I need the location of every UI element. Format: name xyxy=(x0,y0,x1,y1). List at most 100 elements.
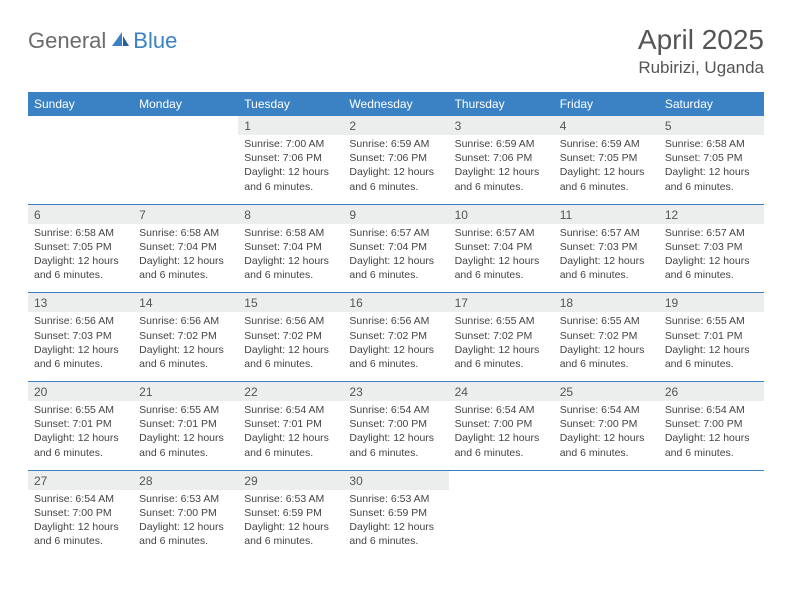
day-detail-cell: Sunrise: 6:54 AMSunset: 7:01 PMDaylight:… xyxy=(238,401,343,470)
daylight-line: Daylight: 12 hours and 6 minutes. xyxy=(455,343,548,371)
daylight-line: Daylight: 12 hours and 6 minutes. xyxy=(349,165,442,193)
day-number-cell: 24 xyxy=(449,382,554,402)
daylight-line: Daylight: 12 hours and 6 minutes. xyxy=(244,520,337,548)
day-number-cell: 26 xyxy=(659,382,764,402)
day-header: Friday xyxy=(554,92,659,116)
sunset-line: Sunset: 7:00 PM xyxy=(34,506,127,520)
day-header: Sunday xyxy=(28,92,133,116)
daylight-line: Daylight: 12 hours and 6 minutes. xyxy=(34,254,127,282)
sunrise-line: Sunrise: 6:56 AM xyxy=(349,314,442,328)
sunset-line: Sunset: 7:00 PM xyxy=(139,506,232,520)
daylight-line: Daylight: 12 hours and 6 minutes. xyxy=(244,343,337,371)
day-number-cell: 12 xyxy=(659,204,764,224)
detail-row: Sunrise: 6:58 AMSunset: 7:05 PMDaylight:… xyxy=(28,224,764,293)
sunrise-line: Sunrise: 6:58 AM xyxy=(34,226,127,240)
daylight-line: Daylight: 12 hours and 6 minutes. xyxy=(560,431,653,459)
sunrise-line: Sunrise: 6:57 AM xyxy=(560,226,653,240)
sunset-line: Sunset: 7:04 PM xyxy=(244,240,337,254)
day-number-cell: 22 xyxy=(238,382,343,402)
sunrise-line: Sunrise: 6:57 AM xyxy=(349,226,442,240)
sunrise-line: Sunrise: 6:58 AM xyxy=(665,137,758,151)
day-detail-cell: Sunrise: 6:53 AMSunset: 6:59 PMDaylight:… xyxy=(238,490,343,559)
sunset-line: Sunset: 7:02 PM xyxy=(560,329,653,343)
day-number-cell: 16 xyxy=(343,293,448,313)
daylight-line: Daylight: 12 hours and 6 minutes. xyxy=(139,520,232,548)
sunset-line: Sunset: 6:59 PM xyxy=(349,506,442,520)
daylight-line: Daylight: 12 hours and 6 minutes. xyxy=(34,431,127,459)
sunrise-line: Sunrise: 6:55 AM xyxy=(139,403,232,417)
sunset-line: Sunset: 7:04 PM xyxy=(455,240,548,254)
header: General Blue April 2025 Rubirizi, Uganda xyxy=(28,24,764,78)
sunrise-line: Sunrise: 6:53 AM xyxy=(244,492,337,506)
sunset-line: Sunset: 7:01 PM xyxy=(244,417,337,431)
sunrise-line: Sunrise: 7:00 AM xyxy=(244,137,337,151)
daylight-line: Daylight: 12 hours and 6 minutes. xyxy=(560,165,653,193)
sunset-line: Sunset: 7:04 PM xyxy=(349,240,442,254)
day-detail-cell: Sunrise: 6:54 AMSunset: 7:00 PMDaylight:… xyxy=(554,401,659,470)
daylight-line: Daylight: 12 hours and 6 minutes. xyxy=(349,431,442,459)
daynum-row: 27282930 xyxy=(28,470,764,490)
daynum-row: 20212223242526 xyxy=(28,382,764,402)
daylight-line: Daylight: 12 hours and 6 minutes. xyxy=(34,343,127,371)
day-detail-cell: Sunrise: 6:56 AMSunset: 7:02 PMDaylight:… xyxy=(343,312,448,381)
day-detail-cell xyxy=(133,135,238,204)
sunrise-line: Sunrise: 6:56 AM xyxy=(139,314,232,328)
sunrise-line: Sunrise: 6:56 AM xyxy=(244,314,337,328)
day-detail-cell: Sunrise: 6:59 AMSunset: 7:05 PMDaylight:… xyxy=(554,135,659,204)
daylight-line: Daylight: 12 hours and 6 minutes. xyxy=(349,343,442,371)
sunset-line: Sunset: 7:00 PM xyxy=(349,417,442,431)
sail-icon xyxy=(110,30,130,53)
day-number-cell: 18 xyxy=(554,293,659,313)
detail-row: Sunrise: 6:54 AMSunset: 7:00 PMDaylight:… xyxy=(28,490,764,559)
day-detail-cell: Sunrise: 6:55 AMSunset: 7:01 PMDaylight:… xyxy=(133,401,238,470)
day-detail-cell: Sunrise: 6:59 AMSunset: 7:06 PMDaylight:… xyxy=(449,135,554,204)
daylight-line: Daylight: 12 hours and 6 minutes. xyxy=(560,254,653,282)
sunset-line: Sunset: 7:01 PM xyxy=(139,417,232,431)
sunrise-line: Sunrise: 6:59 AM xyxy=(455,137,548,151)
month-title: April 2025 xyxy=(638,24,764,56)
sunset-line: Sunset: 7:03 PM xyxy=(665,240,758,254)
day-number-cell: 13 xyxy=(28,293,133,313)
sunrise-line: Sunrise: 6:54 AM xyxy=(349,403,442,417)
sunrise-line: Sunrise: 6:55 AM xyxy=(665,314,758,328)
sunrise-line: Sunrise: 6:54 AM xyxy=(560,403,653,417)
sunset-line: Sunset: 7:06 PM xyxy=(349,151,442,165)
daylight-line: Daylight: 12 hours and 6 minutes. xyxy=(139,254,232,282)
sunrise-line: Sunrise: 6:58 AM xyxy=(244,226,337,240)
day-detail-cell: Sunrise: 6:57 AMSunset: 7:03 PMDaylight:… xyxy=(659,224,764,293)
day-number-cell: 30 xyxy=(343,470,448,490)
calendar: SundayMondayTuesdayWednesdayThursdayFrid… xyxy=(28,92,764,558)
sunrise-line: Sunrise: 6:54 AM xyxy=(34,492,127,506)
sunrise-line: Sunrise: 6:55 AM xyxy=(34,403,127,417)
brand-part2: Blue xyxy=(133,28,177,54)
day-detail-cell: Sunrise: 6:55 AMSunset: 7:01 PMDaylight:… xyxy=(28,401,133,470)
day-detail-cell: Sunrise: 6:54 AMSunset: 7:00 PMDaylight:… xyxy=(659,401,764,470)
daylight-line: Daylight: 12 hours and 6 minutes. xyxy=(244,165,337,193)
sunset-line: Sunset: 7:03 PM xyxy=(34,329,127,343)
day-number-cell: 21 xyxy=(133,382,238,402)
sunrise-line: Sunrise: 6:54 AM xyxy=(665,403,758,417)
sunset-line: Sunset: 7:02 PM xyxy=(455,329,548,343)
sunrise-line: Sunrise: 6:56 AM xyxy=(34,314,127,328)
sunset-line: Sunset: 7:01 PM xyxy=(34,417,127,431)
day-detail-cell: Sunrise: 6:56 AMSunset: 7:02 PMDaylight:… xyxy=(238,312,343,381)
day-header: Wednesday xyxy=(343,92,448,116)
daylight-line: Daylight: 12 hours and 6 minutes. xyxy=(244,254,337,282)
day-detail-cell: Sunrise: 6:56 AMSunset: 7:02 PMDaylight:… xyxy=(133,312,238,381)
day-detail-cell: Sunrise: 6:54 AMSunset: 7:00 PMDaylight:… xyxy=(449,401,554,470)
day-detail-cell xyxy=(449,490,554,559)
detail-row: Sunrise: 7:00 AMSunset: 7:06 PMDaylight:… xyxy=(28,135,764,204)
day-detail-cell: Sunrise: 6:53 AMSunset: 7:00 PMDaylight:… xyxy=(133,490,238,559)
sunrise-line: Sunrise: 6:57 AM xyxy=(455,226,548,240)
daylight-line: Daylight: 12 hours and 6 minutes. xyxy=(244,431,337,459)
day-number-cell xyxy=(659,470,764,490)
daylight-line: Daylight: 12 hours and 6 minutes. xyxy=(349,254,442,282)
daylight-line: Daylight: 12 hours and 6 minutes. xyxy=(560,343,653,371)
daylight-line: Daylight: 12 hours and 6 minutes. xyxy=(139,431,232,459)
day-header: Thursday xyxy=(449,92,554,116)
day-detail-cell: Sunrise: 6:54 AMSunset: 7:00 PMDaylight:… xyxy=(343,401,448,470)
day-header: Monday xyxy=(133,92,238,116)
sunset-line: Sunset: 7:05 PM xyxy=(34,240,127,254)
brand-logo: General Blue xyxy=(28,28,177,54)
sunset-line: Sunset: 7:00 PM xyxy=(560,417,653,431)
